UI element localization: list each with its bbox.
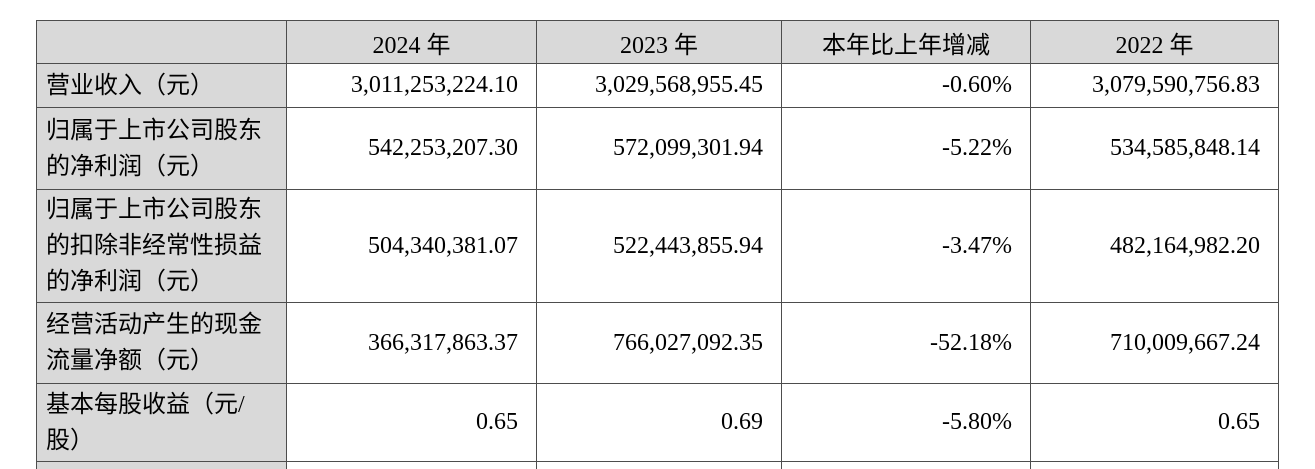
value-2023: 522,443,855.94 — [536, 189, 782, 303]
value-change — [781, 461, 1031, 469]
value-2024: 3,011,253,224.10 — [286, 63, 537, 108]
row-label: 经营活动产生的现金 流量净额（元） — [36, 302, 287, 384]
row-label: 归属于上市公司股东 的净利润（元） — [36, 107, 287, 190]
value-2022: 482,164,982.20 — [1030, 189, 1279, 303]
row-label: 基本每股收益（元/ 股） — [36, 383, 287, 462]
value-change: -52.18% — [781, 302, 1031, 384]
table-row-net-profit: 归属于上市公司股东 的净利润（元） 542,253,207.30 572,099… — [36, 107, 1279, 190]
value-2023: 766,027,092.35 — [536, 302, 782, 384]
value-2024: 542,253,207.30 — [286, 107, 537, 190]
header-cell-2022: 2022 年 — [1030, 20, 1279, 64]
value-2023: 3,029,568,955.45 — [536, 63, 782, 108]
value-2022: 0.65 — [1030, 383, 1279, 462]
value-2022 — [1030, 461, 1279, 469]
value-change: -0.60% — [781, 63, 1031, 108]
table-row-partial — [36, 461, 1279, 469]
table-row-revenue: 营业收入（元） 3,011,253,224.10 3,029,568,955.4… — [36, 63, 1279, 108]
row-label — [36, 461, 287, 469]
header-cell-yoy-change: 本年比上年增减 — [781, 20, 1031, 64]
table-row-net-profit-excl-nonrecurring: 归属于上市公司股东 的扣除非经常性损益 的净利润（元） 504,340,381.… — [36, 189, 1279, 303]
row-label: 归属于上市公司股东 的扣除非经常性损益 的净利润（元） — [36, 189, 287, 303]
value-2022: 710,009,667.24 — [1030, 302, 1279, 384]
header-cell-2024: 2024 年 — [286, 20, 537, 64]
header-cell-blank — [36, 20, 287, 64]
row-label: 营业收入（元） — [36, 63, 287, 108]
header-cell-2023: 2023 年 — [536, 20, 782, 64]
value-2023 — [536, 461, 782, 469]
table-header-row: 2024 年 2023 年 本年比上年增减 2022 年 — [36, 20, 1279, 64]
value-2023: 0.69 — [536, 383, 782, 462]
value-2022: 534,585,848.14 — [1030, 107, 1279, 190]
financial-summary-table: 2024 年 2023 年 本年比上年增减 2022 年 营业收入（元） 3,0… — [36, 20, 1279, 469]
value-2024: 366,317,863.37 — [286, 302, 537, 384]
value-change: -5.80% — [781, 383, 1031, 462]
table-row-basic-eps: 基本每股收益（元/ 股） 0.65 0.69 -5.80% 0.65 — [36, 383, 1279, 462]
value-2024: 0.65 — [286, 383, 537, 462]
value-2024: 504,340,381.07 — [286, 189, 537, 303]
table-row-operating-cash-flow: 经营活动产生的现金 流量净额（元） 366,317,863.37 766,027… — [36, 302, 1279, 384]
value-2024 — [286, 461, 537, 469]
value-2023: 572,099,301.94 — [536, 107, 782, 190]
value-change: -5.22% — [781, 107, 1031, 190]
value-2022: 3,079,590,756.83 — [1030, 63, 1279, 108]
value-change: -3.47% — [781, 189, 1031, 303]
